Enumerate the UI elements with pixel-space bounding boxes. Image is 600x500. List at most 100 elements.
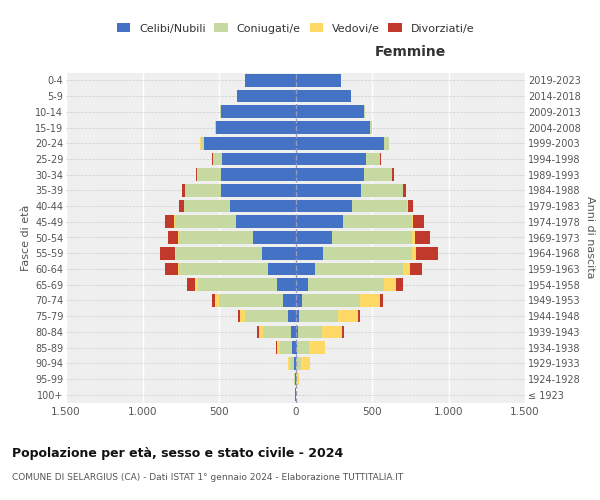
Bar [184,200,230,212]
Bar [296,247,323,260]
Bar [195,278,197,291]
Bar [296,372,297,385]
Bar [176,247,262,260]
Bar [296,121,370,134]
Bar [215,121,216,134]
Bar [175,247,176,260]
Bar [380,294,383,306]
Bar [213,152,222,165]
Bar [296,168,364,181]
Bar [221,184,296,196]
Bar [196,168,197,181]
Bar [164,216,174,228]
Bar [200,137,204,149]
Bar [262,247,296,260]
Bar [366,152,380,165]
Bar [297,341,309,354]
Bar [280,341,292,354]
Bar [412,231,415,244]
Y-axis label: Anni di nascita: Anni di nascita [584,196,595,279]
Bar [221,168,296,181]
Bar [257,326,259,338]
Bar [302,294,360,306]
Bar [352,200,407,212]
Bar [296,310,299,322]
Bar [168,231,178,244]
Bar [360,294,380,306]
Bar [296,90,350,102]
Bar [309,341,325,354]
Bar [299,310,338,322]
Bar [370,121,371,134]
Bar [298,326,322,338]
Bar [296,137,384,149]
Bar [296,74,341,86]
Bar [178,231,179,244]
Bar [296,357,301,370]
Bar [407,200,408,212]
Bar [416,247,438,260]
Bar [296,152,366,165]
Bar [215,294,219,306]
Bar [408,200,413,212]
Bar [245,74,296,86]
Bar [413,216,424,228]
Bar [283,294,296,306]
Bar [322,326,342,338]
Y-axis label: Fasce di età: Fasce di età [20,204,31,270]
Bar [259,326,263,338]
Bar [253,231,296,244]
Bar [182,184,185,196]
Bar [397,278,403,291]
Bar [160,247,175,260]
Bar [296,326,298,338]
Bar [415,231,430,244]
Bar [238,90,296,102]
Bar [175,216,236,228]
Bar [292,341,296,354]
Bar [178,262,179,275]
Bar [412,216,413,228]
Bar [185,184,221,196]
Text: COMUNE DI SELARGIUS (CA) - Dati ISTAT 1° gennaio 2024 - Elaborazione TUTTITALIA.: COMUNE DI SELARGIUS (CA) - Dati ISTAT 1°… [12,472,403,482]
Bar [179,231,253,244]
Bar [296,294,302,306]
Bar [403,184,406,196]
Bar [236,216,296,228]
Bar [221,106,296,118]
Bar [342,326,344,338]
Bar [268,262,296,275]
Bar [296,341,297,354]
Bar [384,137,389,149]
Bar [222,152,296,165]
Bar [358,310,360,322]
Bar [296,262,316,275]
Bar [277,341,280,354]
Bar [380,152,381,165]
Bar [296,231,332,244]
Bar [219,294,283,306]
Bar [301,357,310,370]
Bar [296,106,364,118]
Bar [364,168,392,181]
Bar [296,200,352,212]
Bar [212,294,215,306]
Bar [294,357,296,370]
Bar [216,121,296,134]
Bar [403,262,410,275]
Bar [332,231,412,244]
Bar [179,200,184,212]
Bar [187,278,195,291]
Bar [412,247,416,260]
Text: Popolazione per età, sesso e stato civile - 2024: Popolazione per età, sesso e stato civil… [12,448,343,460]
Bar [238,310,239,322]
Bar [288,310,296,322]
Bar [384,278,397,291]
Bar [308,278,384,291]
Bar [343,216,412,228]
Bar [361,184,403,196]
Bar [288,357,290,370]
Bar [392,168,394,181]
Bar [239,310,245,322]
Bar [197,278,277,291]
